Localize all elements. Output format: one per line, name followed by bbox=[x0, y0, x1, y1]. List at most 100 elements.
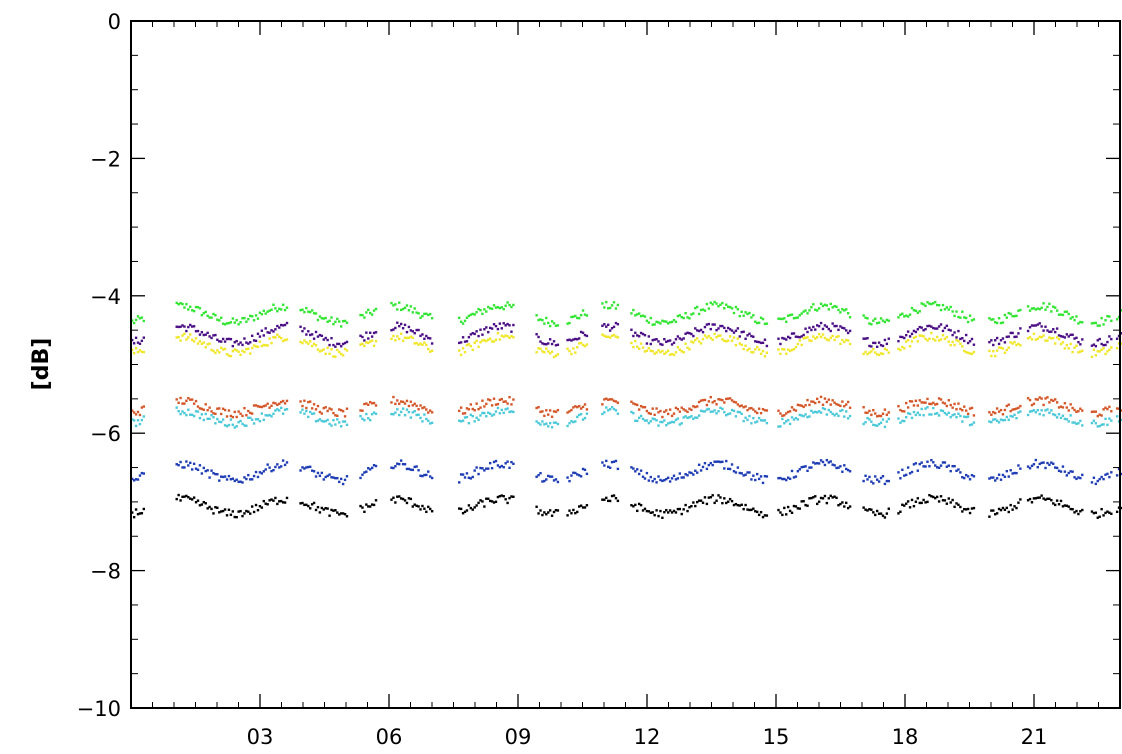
data-point bbox=[177, 303, 180, 306]
data-point bbox=[537, 473, 540, 477]
data-point bbox=[1110, 512, 1113, 515]
data-point bbox=[750, 406, 753, 410]
data-point bbox=[804, 309, 807, 312]
data-point bbox=[237, 510, 240, 513]
data-point bbox=[864, 316, 867, 319]
data-point bbox=[914, 399, 918, 402]
data-point bbox=[845, 410, 848, 413]
data-point bbox=[995, 336, 999, 340]
data-point bbox=[953, 402, 956, 406]
data-point bbox=[754, 421, 757, 424]
data-point bbox=[835, 324, 838, 328]
data-point bbox=[194, 467, 198, 470]
data-point bbox=[678, 348, 682, 351]
data-point bbox=[1044, 308, 1047, 311]
data-point bbox=[994, 354, 997, 358]
data-point bbox=[481, 467, 484, 470]
data-point bbox=[345, 475, 349, 478]
data-point bbox=[827, 497, 830, 500]
data-point bbox=[966, 412, 970, 416]
data-point bbox=[763, 419, 767, 422]
data-point bbox=[367, 505, 370, 508]
data-point bbox=[1009, 341, 1012, 344]
data-point bbox=[843, 464, 846, 467]
data-point bbox=[502, 465, 505, 469]
data-point bbox=[494, 403, 498, 406]
data-point bbox=[1038, 412, 1041, 416]
data-point bbox=[394, 465, 397, 468]
data-point bbox=[252, 319, 256, 322]
data-point bbox=[963, 316, 966, 319]
data-point bbox=[1102, 477, 1105, 481]
data-point bbox=[175, 336, 178, 339]
data-point bbox=[411, 468, 414, 472]
data-point bbox=[645, 419, 649, 422]
data-point bbox=[537, 335, 540, 339]
data-point bbox=[657, 475, 660, 478]
data-point bbox=[959, 337, 962, 341]
data-point bbox=[343, 347, 347, 351]
data-point bbox=[874, 513, 877, 517]
data-point bbox=[316, 419, 320, 422]
data-point bbox=[715, 499, 718, 502]
data-point bbox=[185, 413, 188, 417]
data-point bbox=[653, 418, 656, 421]
data-point bbox=[717, 460, 720, 463]
data-point bbox=[467, 476, 471, 479]
data-point bbox=[798, 336, 801, 339]
data-point bbox=[636, 509, 639, 513]
data-point bbox=[1017, 464, 1020, 467]
data-point bbox=[1075, 315, 1078, 318]
data-point bbox=[417, 343, 420, 346]
data-point bbox=[785, 513, 788, 516]
data-point bbox=[316, 318, 320, 322]
data-point bbox=[756, 321, 759, 325]
data-point bbox=[134, 478, 138, 481]
data-point bbox=[479, 328, 482, 331]
data-point bbox=[320, 419, 324, 423]
data-point bbox=[815, 502, 819, 506]
data-point bbox=[750, 478, 753, 481]
data-point bbox=[202, 418, 205, 422]
data-point bbox=[339, 325, 343, 328]
data-point bbox=[752, 416, 755, 420]
data-point bbox=[725, 303, 728, 306]
data-point bbox=[175, 406, 178, 409]
data-point bbox=[556, 343, 560, 346]
data-point bbox=[959, 407, 962, 411]
data-point bbox=[339, 409, 343, 412]
data-point bbox=[132, 411, 136, 414]
data-point bbox=[264, 327, 267, 330]
data-point bbox=[1096, 339, 1099, 342]
data-point bbox=[810, 306, 813, 309]
data-point bbox=[649, 349, 652, 352]
data-point bbox=[477, 418, 480, 422]
data-point bbox=[363, 339, 366, 342]
data-point bbox=[223, 340, 227, 343]
data-point bbox=[713, 323, 716, 326]
data-point bbox=[964, 473, 968, 477]
data-point bbox=[463, 510, 467, 514]
data-point bbox=[829, 329, 832, 333]
data-point bbox=[914, 413, 918, 417]
data-point bbox=[788, 422, 792, 426]
data-point bbox=[696, 500, 699, 504]
data-point bbox=[1001, 506, 1005, 510]
data-point bbox=[883, 408, 887, 411]
data-point bbox=[817, 410, 821, 413]
data-point bbox=[874, 317, 877, 320]
data-point bbox=[421, 420, 424, 423]
data-point bbox=[655, 509, 658, 512]
data-point bbox=[668, 353, 672, 356]
data-point bbox=[848, 470, 852, 473]
x-tick-label: 21 bbox=[1021, 725, 1048, 749]
data-point bbox=[997, 317, 1001, 320]
data-point bbox=[477, 345, 480, 349]
data-point bbox=[339, 512, 343, 515]
data-point bbox=[220, 412, 223, 416]
data-point bbox=[459, 473, 463, 476]
data-point bbox=[272, 499, 275, 502]
data-point bbox=[634, 331, 637, 335]
data-point bbox=[425, 417, 428, 421]
